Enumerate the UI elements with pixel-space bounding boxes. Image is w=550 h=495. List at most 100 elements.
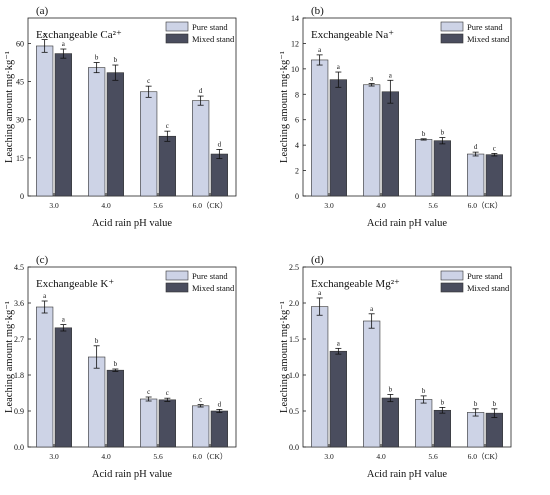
y-tick-label: 6 — [295, 116, 299, 125]
significance-label: a — [337, 339, 341, 347]
bar-mixed-stand — [210, 153, 228, 197]
legend-label-pure: Pure stand — [192, 271, 228, 281]
y-tick-label: 4.5 — [14, 263, 24, 272]
plot-frame — [27, 266, 237, 448]
significance-label: c — [166, 389, 169, 397]
panel-c: (c) 0.0 0.9 1.8 2.7 3.6 4.5 Leaching amount mg·… — [4, 254, 237, 480]
legend-swatch-mixed — [165, 33, 189, 44]
legend-swatch-mixed — [440, 33, 464, 44]
significance-label: d — [199, 87, 203, 95]
legend-label-mixed: Mixed stand — [192, 283, 235, 293]
bar-mixed-stand — [54, 327, 72, 448]
significance-label: c — [493, 144, 496, 152]
x-tick-label: 4.0 — [376, 201, 386, 210]
y-tick-label: 0.9 — [14, 407, 24, 416]
panel-letter: (a) — [36, 5, 49, 17]
bar-pure-stand — [140, 398, 158, 448]
y-tick-label: 15 — [16, 154, 24, 163]
significance-label: a — [318, 289, 322, 297]
bar-pure-stand — [467, 412, 485, 448]
bar-mixed-stand — [485, 154, 503, 197]
x-tick-label: 4.0 — [101, 201, 111, 210]
significance-label: b — [389, 385, 393, 393]
x-tick-label: 3.0 — [49, 201, 59, 210]
panel-title: Exchangeable Ca²⁺ — [36, 29, 122, 41]
legend-label-pure: Pure stand — [467, 271, 503, 281]
y-tick-label: 2.5 — [289, 263, 299, 272]
x-tick-label: 6.0（CK） — [193, 201, 228, 210]
x-tick-label: 6.0（CK） — [468, 201, 503, 210]
y-tick-label: 0 — [20, 192, 24, 201]
panel-b: (b) 0 2 4 6 8 10 12 14 Leaching amount mg·kg⁻¹ Exc… — [279, 5, 512, 229]
legend-swatch-pure — [440, 21, 464, 32]
significance-label: d — [474, 143, 478, 151]
y-axis-label: Leaching amount mg·kg⁻¹ — [279, 301, 290, 413]
significance-label: a — [389, 71, 393, 79]
y-tick-label: 45 — [16, 78, 24, 87]
significance-label: b — [95, 54, 99, 62]
legend-label-mixed: Mixed stand — [467, 283, 510, 293]
y-tick-label: 8 — [295, 90, 299, 99]
bar-mixed-stand — [106, 72, 124, 197]
bar-mixed-stand — [210, 410, 228, 448]
bar-mixed-stand — [433, 409, 451, 448]
bar-mixed-stand — [433, 140, 451, 197]
plot-frame — [27, 17, 237, 197]
panel-letter: (c) — [36, 254, 49, 266]
bar-mixed-stand — [329, 79, 347, 197]
legend-swatch-pure — [165, 21, 189, 32]
x-tick-label: 5.6 — [428, 452, 438, 461]
bar-pure-stand — [363, 320, 381, 448]
y-axis-label: Leaching amount mg·kg⁻¹ — [4, 51, 15, 163]
bar-pure-stand — [415, 139, 433, 197]
bar-pure-stand — [363, 84, 381, 197]
bar-mixed-stand — [54, 53, 72, 197]
panel-title: Exchangeable Na⁺ — [311, 29, 394, 41]
y-tick-label: 30 — [16, 116, 24, 125]
panel-d: (d) 0.0 0.5 1.0 1.5 2.0 2.5 Leaching amount mg·… — [279, 254, 512, 480]
bar-pure-stand — [36, 306, 54, 448]
legend-swatch-pure — [165, 270, 189, 281]
significance-label: a — [318, 46, 322, 54]
bar-pure-stand — [88, 67, 106, 197]
x-axis-label: Acid rain pH value — [92, 218, 173, 229]
x-axis-label: Acid rain pH value — [367, 469, 448, 480]
significance-label: a — [43, 292, 47, 300]
bar-pure-stand — [415, 399, 433, 448]
significance-label: b — [474, 400, 478, 408]
y-tick-label: 1.5 — [289, 335, 299, 344]
bar-pure-stand — [467, 153, 485, 197]
bar-mixed-stand — [106, 369, 124, 448]
bar-pure-stand — [140, 91, 158, 197]
significance-label: c — [147, 388, 150, 396]
bar-pure-stand — [36, 45, 54, 197]
significance-label: a — [370, 305, 374, 313]
significance-label: b — [114, 56, 118, 64]
significance-label: d — [218, 140, 222, 148]
x-tick-label: 5.6 — [153, 201, 163, 210]
bar-pure-stand — [311, 306, 329, 448]
legend-label-mixed: Mixed stand — [467, 34, 510, 44]
y-axis-label: Leaching amount mg·kg⁻¹ — [4, 301, 15, 413]
y-tick-label: 1.0 — [289, 371, 299, 380]
legend-swatch-pure — [440, 270, 464, 281]
panel-title: Exchangeable Mg²⁺ — [311, 278, 400, 290]
significance-label: c — [199, 396, 202, 404]
significance-label: c — [147, 77, 150, 85]
legend-swatch-mixed — [440, 282, 464, 293]
significance-label: b — [493, 400, 497, 408]
plot-frame — [302, 266, 512, 448]
bar-mixed-stand — [381, 397, 399, 448]
significance-label: b — [422, 130, 426, 138]
y-tick-label: 0.5 — [289, 407, 299, 416]
significance-label: a — [370, 74, 374, 82]
x-tick-label: 6.0（CK） — [468, 452, 503, 461]
y-tick-label: 0.0 — [14, 443, 24, 452]
y-tick-label: 2 — [295, 167, 299, 176]
y-tick-label: 0 — [295, 192, 299, 201]
significance-label: a — [62, 316, 66, 324]
bar-mixed-stand — [381, 91, 399, 197]
legend-swatch-mixed — [165, 282, 189, 293]
bar-pure-stand — [88, 356, 106, 448]
